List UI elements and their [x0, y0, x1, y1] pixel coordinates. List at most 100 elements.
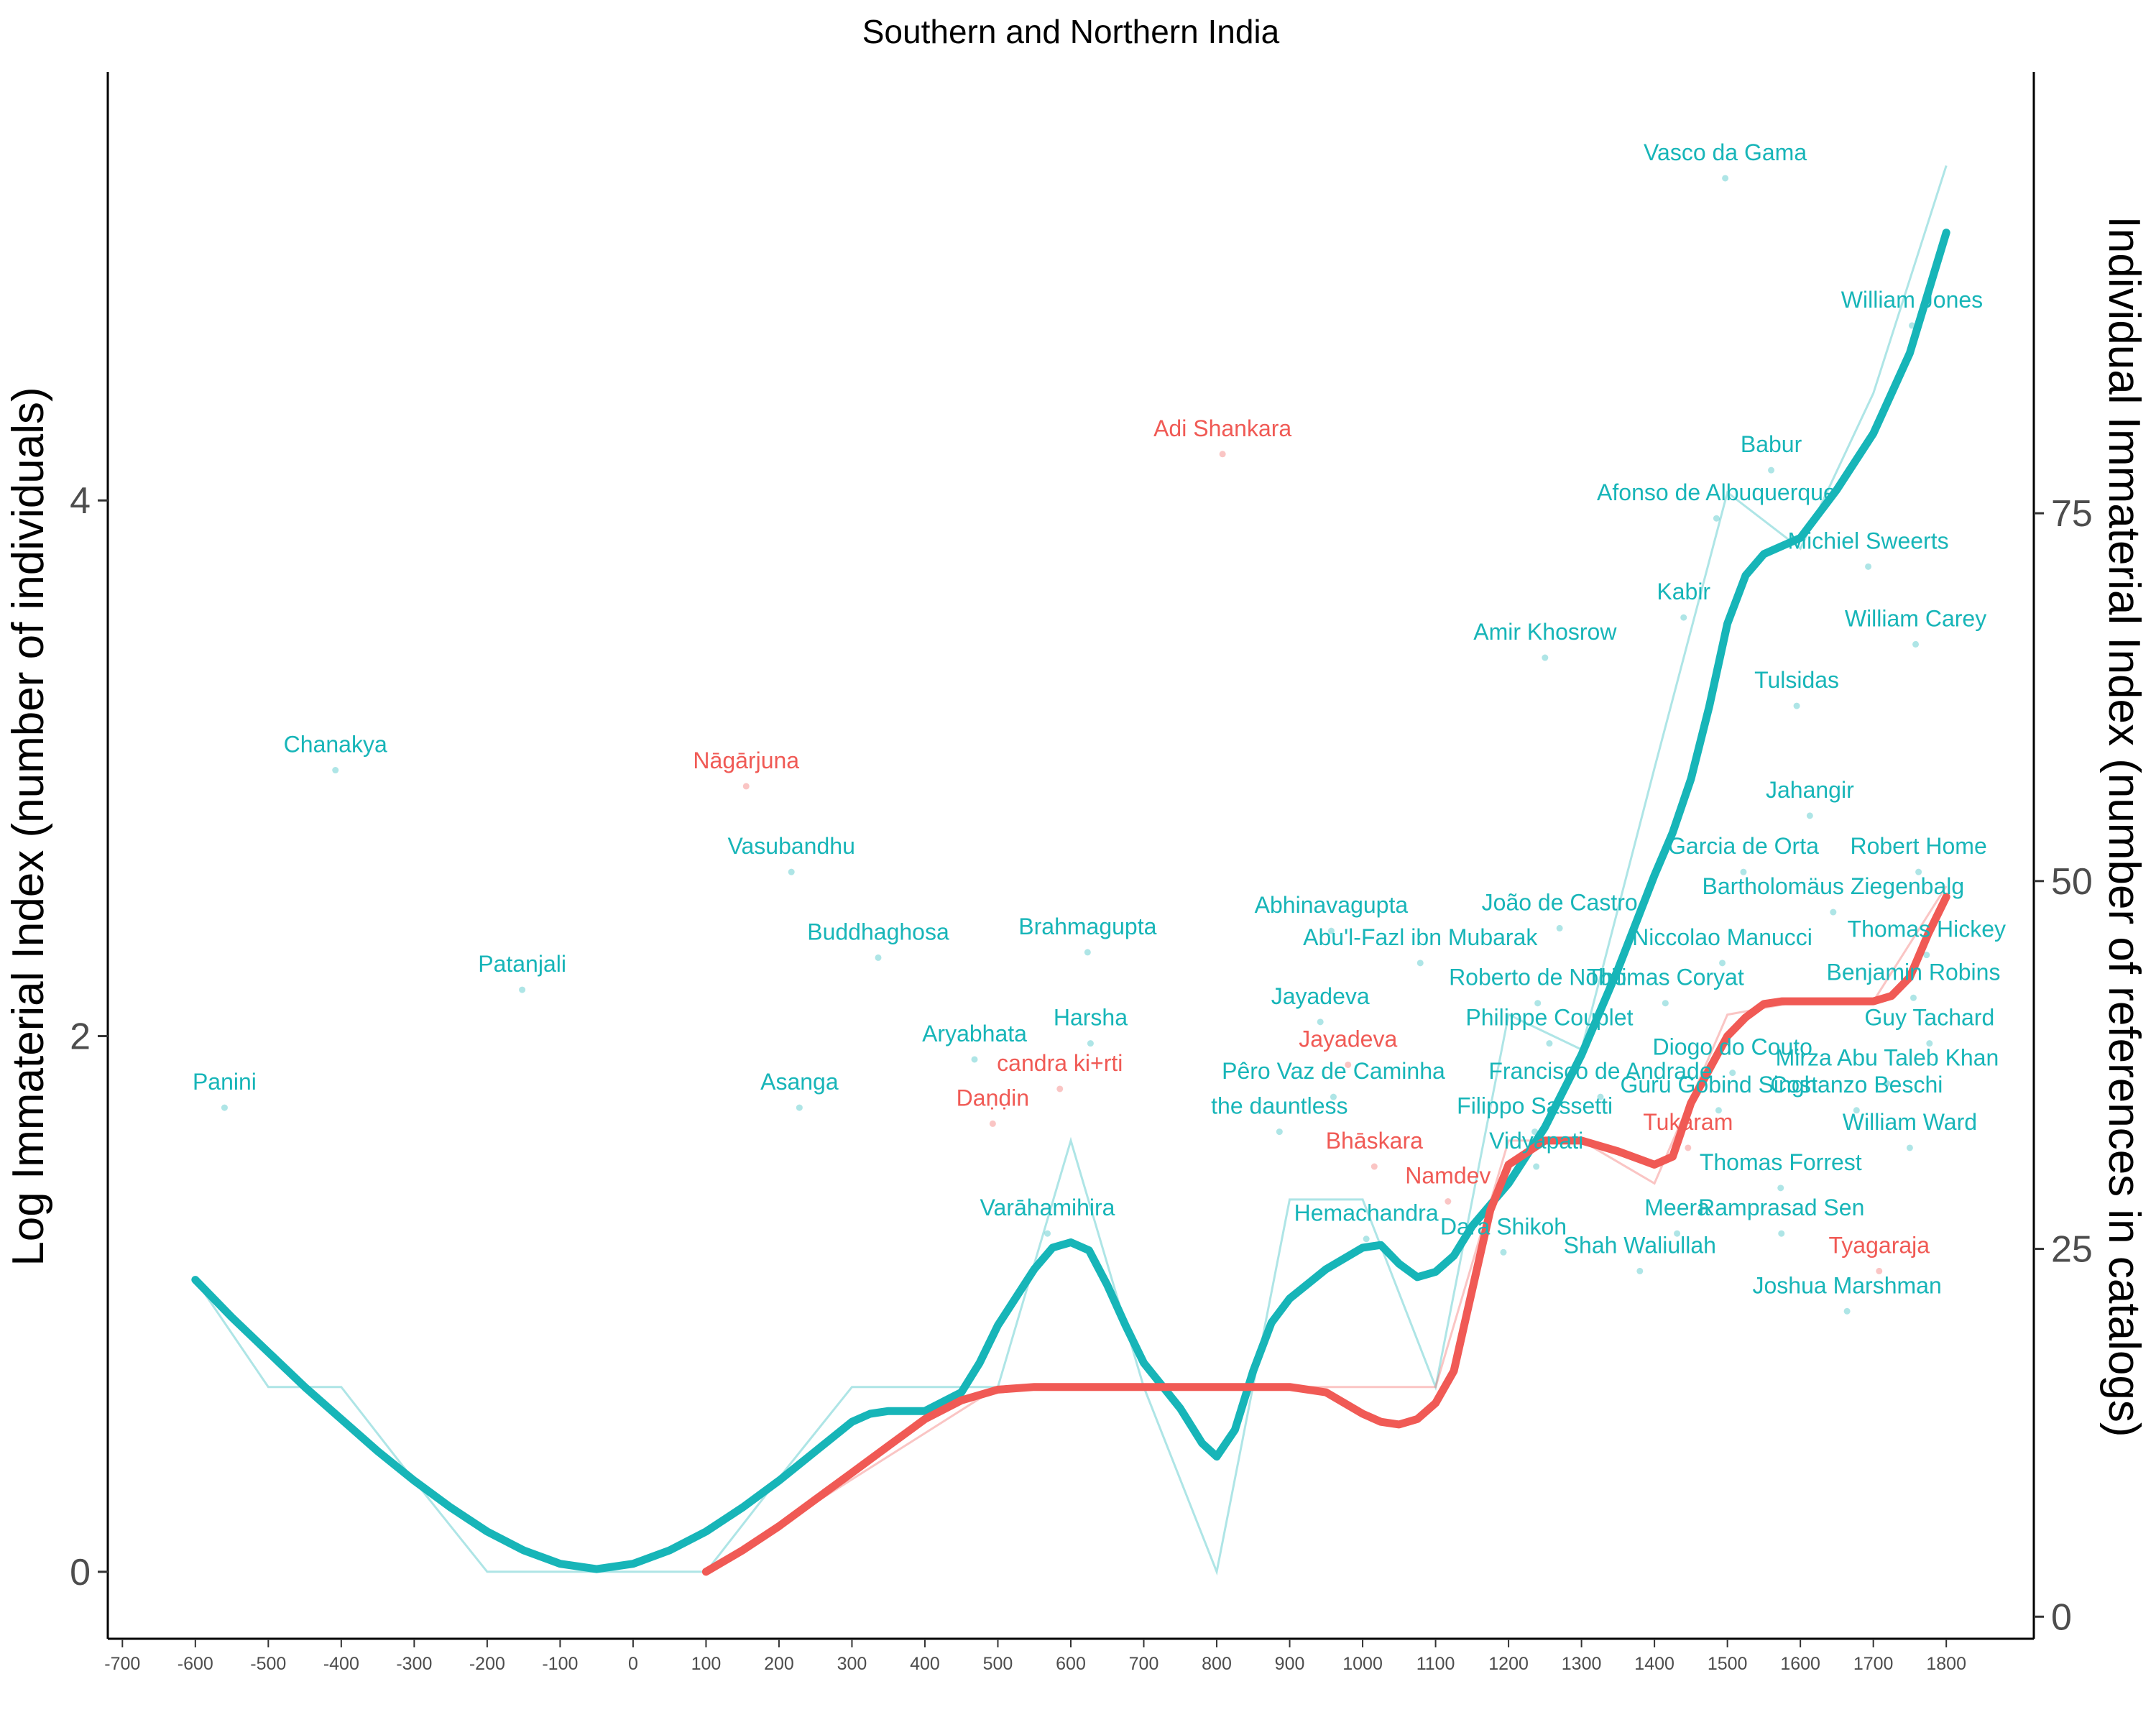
y-axis-title: Log Immaterial Index (number of individu…	[4, 387, 53, 1266]
point-label: Guru Gobind Singh	[1620, 1072, 1817, 1098]
scatter-point	[1685, 1144, 1692, 1151]
point-label: Bartholomäus Ziegenbalg	[1702, 873, 1964, 899]
point-label: Guy Tachard	[1864, 1005, 1994, 1031]
scatter-point	[1884, 1080, 1891, 1087]
scatter-point	[1906, 1144, 1913, 1151]
x-tick-label: 700	[1129, 1654, 1159, 1674]
point-label: Brahmagupta	[1018, 914, 1156, 939]
scatter-point	[1533, 1163, 1540, 1170]
scatter-point	[1777, 1184, 1784, 1192]
scatter-point	[1330, 1093, 1337, 1100]
x-tick-label: -600	[178, 1654, 213, 1674]
scatter-point	[519, 986, 526, 993]
scatter-point	[1865, 563, 1872, 570]
point-label: Afonso de Albuquerque	[1597, 479, 1836, 505]
scatter-point	[989, 1120, 996, 1127]
point-label: Robert Home	[1850, 833, 1986, 859]
x-tick-label: 1300	[1562, 1654, 1602, 1674]
scatter-point	[1597, 1093, 1604, 1100]
x-tick-label: 1500	[1708, 1654, 1748, 1674]
point-label: William Jones	[1841, 287, 1983, 313]
point-label: William Ward	[1843, 1109, 1977, 1135]
chart-title: Southern and Northern India	[862, 13, 1280, 50]
scatter-point	[1327, 927, 1335, 934]
point-label: Philippe Couplet	[1465, 1005, 1633, 1031]
point-label: Kabir	[1657, 579, 1710, 604]
point-label: Filippo Sassetti	[1457, 1093, 1613, 1119]
point-labels: Vasco da Gama William Jones Adi Shankara Ba…	[193, 139, 2006, 1298]
point-label: Thomas Hickey	[1848, 916, 2007, 942]
scatter-point	[1636, 1267, 1644, 1274]
point-label: Adi Shankara	[1153, 415, 1291, 441]
scatter-point	[1044, 1230, 1051, 1237]
x-tick-label: -300	[396, 1654, 432, 1674]
point-label: Abu'l-Fazl ibn Mubarak	[1303, 924, 1538, 950]
x-tick-label: 1400	[1634, 1654, 1674, 1674]
scatter-point	[1416, 960, 1424, 967]
point-label: the dauntless	[1211, 1093, 1348, 1119]
smooth-series-line	[701, 893, 1950, 1576]
y-tick-label: 0	[70, 1552, 91, 1593]
point-label: Asanga	[760, 1069, 839, 1095]
scatter-point	[1370, 1163, 1378, 1170]
scatter-point	[1674, 1230, 1681, 1237]
scatter-point	[1793, 702, 1800, 709]
x-tick-label: 1600	[1780, 1654, 1820, 1674]
scatter-point	[788, 868, 795, 875]
point-label: Amir Khosrow	[1473, 619, 1617, 645]
scatter-point	[1715, 1107, 1722, 1114]
scatter-point	[796, 1104, 803, 1111]
point-label: Tukaram	[1643, 1109, 1733, 1135]
y-tick-label: 4	[70, 480, 91, 522]
point-label: Namdev	[1405, 1162, 1491, 1188]
x-tick-label: 900	[1275, 1654, 1305, 1674]
point-label: Mirza Abu Taleb Khan	[1776, 1045, 1999, 1071]
scatter-point	[742, 783, 750, 790]
point-label: Aryabhata	[922, 1021, 1027, 1046]
scatter-point	[1713, 515, 1720, 522]
point-label: Costanzo Beschi	[1770, 1072, 1943, 1098]
scatter-point	[1317, 1018, 1324, 1026]
point-label: Daṇḍin	[957, 1085, 1029, 1110]
scatter-point	[1276, 1128, 1283, 1136]
x-tick-label: -700	[104, 1654, 140, 1674]
scatter-point	[1719, 960, 1726, 967]
x-tick-label: 300	[837, 1654, 867, 1674]
point-label: Nāgārjuna	[693, 748, 799, 773]
scatter-point	[1722, 175, 1729, 182]
scatter-point	[332, 767, 339, 774]
x-tick-label: 1700	[1853, 1654, 1894, 1674]
x-tick-label: 500	[983, 1654, 1013, 1674]
scatter-point	[1806, 812, 1813, 819]
scatter-point	[1915, 868, 1922, 875]
point-label: João de Castro	[1482, 889, 1638, 915]
point-label: Vidyapati	[1489, 1128, 1583, 1154]
scatter-point	[221, 1104, 228, 1111]
x-tick-label: 600	[1056, 1654, 1086, 1674]
scatter-point	[1830, 908, 1837, 916]
smooth-series-line	[191, 229, 1950, 1573]
point-label: Abhinavagupta	[1255, 892, 1409, 918]
point-label: Bhāskara	[1326, 1128, 1423, 1154]
x-tick-label: 1000	[1342, 1654, 1383, 1674]
point-label: Michiel Sweerts	[1788, 528, 1949, 553]
point-label: Jahangir	[1766, 777, 1854, 803]
x-tick-label: -500	[250, 1654, 286, 1674]
scatter-point	[1084, 949, 1091, 956]
x-tick-label: 800	[1202, 1654, 1232, 1674]
scatter-point	[1056, 1085, 1064, 1092]
point-label: Jayadeva	[1271, 983, 1370, 1009]
point-label: candra ki+rti	[997, 1050, 1123, 1076]
y-tick-label: 2	[70, 1016, 91, 1058]
x-tick-label: -400	[323, 1654, 359, 1674]
point-label: Diogo do Couto	[1653, 1034, 1812, 1060]
y2-tick-label: 75	[2051, 493, 2093, 535]
scatter-point	[1768, 466, 1775, 474]
point-label: William Carey	[1845, 605, 1986, 631]
scatter-point	[1219, 451, 1226, 458]
scatter-point	[1853, 1107, 1860, 1114]
point-label: Harsha	[1054, 1005, 1128, 1031]
point-label: Garcia de Orta	[1668, 833, 1819, 859]
scatter-point	[1923, 952, 1930, 959]
point-label: Pêro Vaz de Caminha	[1222, 1058, 1445, 1084]
